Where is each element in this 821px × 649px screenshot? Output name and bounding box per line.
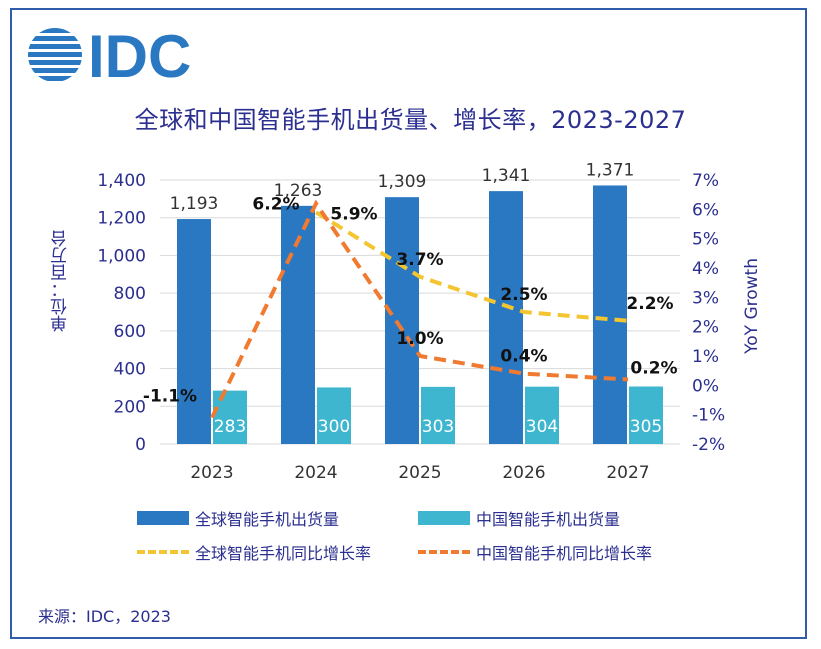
legend-item-china-bar: 中国智能手机出货量	[418, 506, 620, 530]
y2-tick-label: 5%	[692, 230, 719, 250]
legend-item-china-line: 中国智能手机同比增长率	[418, 540, 652, 564]
y-tick-label: 600	[114, 322, 146, 342]
x-tick-label: 2025	[398, 463, 441, 483]
global-growth-point-label: 2.5%	[500, 285, 547, 305]
y-tick-label: 400	[114, 360, 146, 380]
bar-global	[177, 219, 211, 444]
y-tick-label: 1,200	[97, 209, 146, 229]
x-tick-label: 2027	[606, 463, 649, 483]
y2-tick-label: 3%	[692, 288, 719, 308]
logo-text: IDC	[88, 24, 191, 86]
y2-tick-label: -1%	[692, 406, 725, 426]
legend-swatch-global-line	[137, 550, 189, 554]
y-tick-label: 200	[114, 397, 146, 417]
legend-item-global-bar: 全球智能手机出货量	[137, 506, 339, 530]
y2-tick-label: 6%	[692, 200, 719, 220]
global-growth-point-label: 5.9%	[330, 204, 377, 224]
china-growth-point-label: -1.1%	[143, 387, 197, 407]
y2-tick-label: 2%	[692, 318, 719, 338]
legend-swatch-global-bar	[137, 511, 189, 525]
china-growth-line	[210, 199, 629, 419]
data-label-china-bar: 303	[422, 417, 454, 437]
bar-china	[629, 386, 663, 444]
legend-label-china-line: 中国智能手机同比增长率	[476, 544, 653, 563]
data-label-china-bar: 304	[526, 417, 558, 437]
legend-item-global-line: 全球智能手机同比增长率	[137, 540, 371, 564]
data-label-global-bar: 1,341	[482, 166, 531, 186]
x-tick-label: 2024	[294, 463, 337, 483]
data-label-china-bar: 283	[214, 417, 246, 437]
data-label-global-bar: 1,263	[274, 181, 323, 201]
y2-tick-label: 0%	[692, 376, 719, 396]
bar-global	[385, 197, 419, 444]
data-label-china-bar: 305	[630, 417, 662, 437]
data-label-china-bar: 300	[318, 417, 350, 437]
legend-swatch-china-bar	[418, 511, 470, 525]
data-label-global-bar: 1,193	[170, 194, 219, 214]
y-tick-label: 0	[135, 435, 146, 455]
china-growth-point-label: 0.2%	[630, 358, 677, 378]
global-growth-line	[314, 210, 629, 323]
bar-china	[421, 386, 455, 444]
y-tick-label: 1,400	[97, 171, 146, 191]
y2-tick-label: 4%	[692, 259, 719, 279]
data-label-global-bar: 1,371	[586, 160, 635, 180]
bar-china	[525, 386, 559, 444]
legend-swatch-china-line	[418, 550, 470, 554]
source-note: 来源：IDC，2023	[38, 607, 171, 626]
legend-label-china-bar: 中国智能手机出货量	[476, 510, 621, 529]
x-tick-label: 2023	[190, 463, 233, 483]
y2-tick-label: 7%	[692, 171, 719, 191]
china-growth-point-label: 6.2%	[252, 194, 299, 214]
y2-tick-label: -2%	[692, 435, 725, 455]
x-tick-label: 2026	[502, 463, 545, 483]
bar-global	[281, 205, 315, 444]
legend-label-global-line: 全球智能手机同比增长率	[195, 544, 372, 563]
global-growth-point-label: 3.7%	[396, 250, 443, 270]
global-growth-point-label: 2.2%	[626, 294, 673, 314]
globe-icon	[28, 28, 82, 81]
china-growth-point-label: 0.4%	[500, 347, 547, 367]
bar-global	[593, 185, 627, 444]
legend-label-global-bar: 全球智能手机出货量	[195, 510, 340, 529]
data-label-global-bar: 1,309	[378, 172, 427, 192]
y-tick-label: 800	[114, 284, 146, 304]
bar-global	[489, 191, 523, 444]
idc-logo: IDC	[26, 23, 216, 90]
y-tick-label: 1,000	[97, 246, 146, 266]
china-growth-point-label: 1.0%	[396, 329, 443, 349]
chart-title: 全球和中国智能手机出货量、增长率，2023-2027	[134, 106, 687, 134]
y2-tick-label: 1%	[692, 347, 719, 367]
bar-china	[317, 387, 351, 444]
